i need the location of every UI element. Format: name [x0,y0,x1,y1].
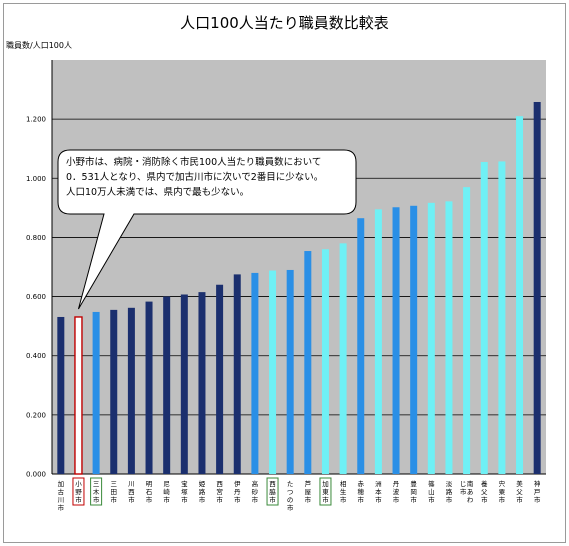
bar [127,307,135,474]
bar [216,284,224,474]
y-tick-label: 0.200 [26,411,46,419]
bars [57,101,541,475]
category-label: 小野市 [75,479,82,504]
category-label: 養父市 [481,479,488,504]
bar [180,294,188,474]
y-tick-label: 0.600 [26,293,46,301]
category-label: 三田市 [111,480,118,504]
bar [57,316,65,474]
category-label: 姫路市 [199,479,206,504]
category-label: 宝塚市 [181,479,188,504]
bar [145,301,153,474]
category-label: 洲本市 [375,480,382,504]
label-highlight-green [90,477,103,506]
bar [339,243,347,474]
label-highlight-green [319,477,332,506]
category-label: 美父市 [516,479,523,504]
y-tick-labels: 0.000 0.200 0.400 0.600 0.800 1.000 1.200 [26,116,46,479]
chart-title: 人口100人当たり職員数比較表 [180,14,389,32]
bar [269,270,277,474]
bar [392,207,400,474]
category-label: 加東市 [322,479,329,504]
annotation-callout: 小野市は、病院・消防除く市民100人当たり職員数において 0．531人となり、県内… [57,149,357,310]
category-labels: 加古川市 小野市 三木市 三田市 川西市 明石市 尼崎市 宝塚市 姫路市 西宮市 伊丹市 高砂市 西脇市… [58,477,541,512]
category-label: 加古川市 [58,479,65,512]
bar [498,161,506,474]
bar [533,101,541,475]
category-label: 川西市 [128,480,135,504]
category-label: 丹波市 [393,480,400,504]
bar [304,251,312,474]
bar [251,272,259,474]
y-tick-label: 0.400 [26,352,46,360]
category-label: 尼崎市 [163,480,170,504]
callout-bubble [57,149,357,310]
category-label: 三木市 [93,480,100,504]
category-label: 西宮市 [216,480,223,504]
category-label: 淡路市 [446,480,453,504]
category-label: 南あわじ市 [460,479,474,504]
category-label: 神戸市 [534,479,541,504]
category-label: 伊丹市 [234,479,241,504]
y-axis-label: 職員数/人口100人 [6,41,72,50]
bar [445,201,453,474]
category-label: 相生市 [340,479,347,504]
category-label: 明石市 [146,480,153,504]
category-label: 西脇市 [269,480,276,504]
category-label: 赤穂市 [358,480,365,504]
bar [321,249,329,474]
bar [233,274,241,474]
bar [410,205,418,474]
bar [286,269,294,474]
bar [374,209,382,475]
y-tick-label: 0.800 [26,234,46,242]
callout-text-line: 0．531人となり、県内で加古川市に次いで2番目に少ない。 [66,171,323,183]
category-label: 宍粟市 [499,479,506,504]
bar [92,311,100,474]
y-tick-label: 0.000 [26,471,46,479]
bar [110,309,118,474]
bar [463,187,471,474]
label-highlight-red [72,477,85,506]
label-highlight-green [266,477,279,506]
bar [163,296,171,474]
category-label: 高砂市 [252,479,259,504]
plot-area [52,60,546,474]
callout-text-line: 小野市は、病院・消防除く市民100人当たり職員数において [66,156,321,168]
bar [74,316,83,475]
bar [427,202,435,474]
bar [357,218,365,474]
category-label: 篠山市 [428,479,435,504]
category-label: 豊岡市 [410,479,417,504]
callout-text-line: 人口10万人未満では、県内で最も少ない。 [66,186,249,198]
bar [198,292,206,474]
category-label: 芦屋市 [305,479,312,504]
category-label: たつの市 [287,480,294,512]
y-tick-label: 1.000 [26,175,46,183]
bar [480,162,488,474]
bar [516,116,524,474]
y-tick-label: 1.200 [26,116,46,124]
